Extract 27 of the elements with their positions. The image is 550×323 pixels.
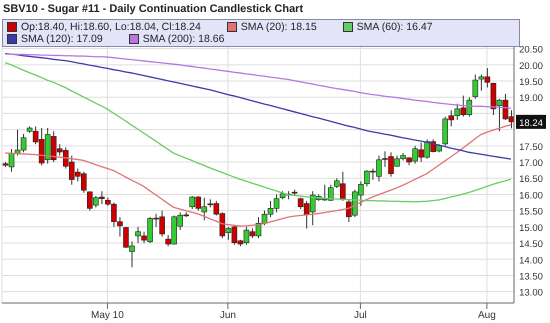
y-tick-label: 15.50: [519, 206, 543, 218]
legend-label: SMA (60): 16.47: [356, 21, 433, 33]
x-tick-label: May 10: [91, 310, 124, 322]
y-tick-label: 16.00: [519, 190, 543, 202]
x-tick-label: Aug: [478, 310, 496, 322]
y-tick-label: 17.50: [519, 142, 543, 153]
y-tick-label: 16.50: [519, 174, 543, 186]
y-tick-label: 20.50: [519, 44, 543, 56]
y-tick-label: 13.00: [519, 288, 543, 299]
y-tick-label: 14.50: [519, 239, 543, 250]
legend-label: Op:18.40, Hi:18.60, Lo:18.04, Cl:18.24: [20, 21, 201, 33]
y-tick-label: 17.00: [519, 158, 543, 170]
legend-label: SMA (20): 18.15: [240, 21, 317, 33]
candlestick: [472, 74, 478, 100]
line-series: [4, 52, 512, 160]
legend-label: SMA (200): 18.66: [142, 33, 224, 45]
y-tick-label: 20.00: [519, 60, 543, 72]
text: 18.24: [519, 118, 543, 129]
x-tick-label: Jul: [354, 310, 367, 322]
x-tick-label: Jun: [220, 310, 236, 322]
chart-title: SBV10 - Sugar #11 - Daily Continuation Candlestick Chart: [2, 2, 304, 17]
y-tick-label: 19.50: [519, 77, 543, 88]
y-tick-label: 14.00: [519, 255, 543, 266]
legend-label: SMA (120): 17.09: [20, 33, 103, 45]
y-tick-label: 19.00: [519, 93, 543, 104]
y-tick-label: 15.00: [519, 222, 543, 234]
y-tick-label: 13.50: [519, 271, 543, 282]
